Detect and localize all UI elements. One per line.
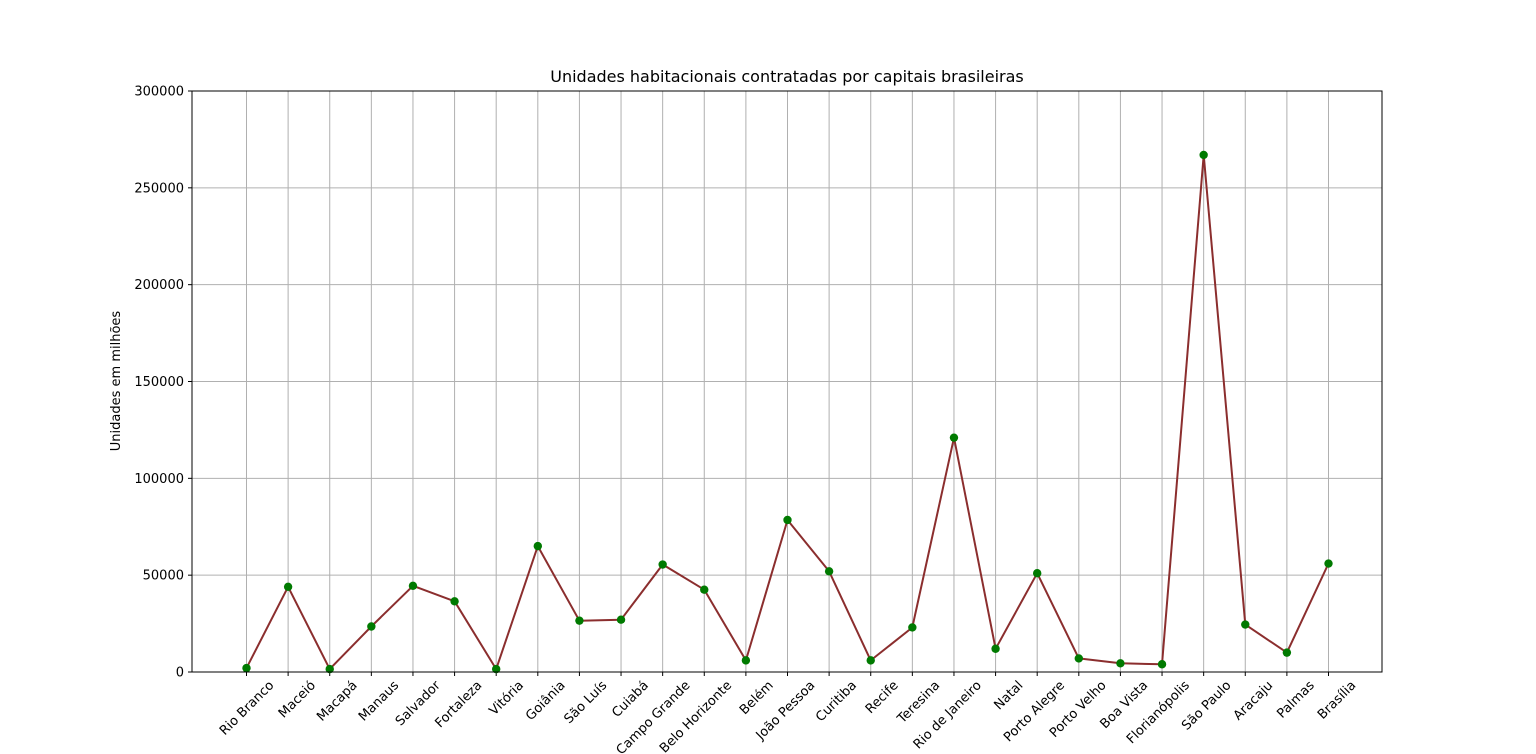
data-series: [242, 150, 1333, 674]
data-point: [1282, 648, 1292, 657]
data-point: [1324, 559, 1333, 568]
y-axis-label: Unidades em milhões: [109, 311, 124, 452]
plot-frame: [191, 90, 1383, 673]
y-tick-label: 0: [176, 666, 184, 681]
y-tick-label: 100000: [134, 472, 184, 487]
data-point: [242, 663, 251, 673]
grid-lines: [192, 90, 1382, 673]
y-tick-label: 50000: [143, 569, 184, 584]
data-point: [575, 616, 584, 625]
data-point: [783, 515, 792, 525]
data-point: [491, 664, 501, 674]
y-tick-label: 150000: [134, 375, 184, 390]
data-point: [450, 597, 459, 606]
data-point: [533, 541, 543, 551]
data-point: [949, 433, 959, 442]
y-axis-ticks: 0 50000 100000 150000 200000 250000 300000: [134, 85, 192, 681]
data-point: [1199, 150, 1208, 160]
data-point: [700, 585, 709, 594]
data-point: [908, 623, 917, 632]
data-point: [1032, 569, 1042, 578]
data-point: [866, 656, 875, 665]
data-point: [1074, 654, 1084, 663]
data-point: [616, 615, 626, 624]
data-point: [283, 582, 293, 591]
y-tick-label: 200000: [134, 278, 184, 293]
data-point: [408, 581, 418, 591]
chart-title: Unidades habitacionais contratadas por c…: [550, 67, 1024, 86]
data-point: [658, 560, 667, 569]
data-point: [991, 644, 1000, 653]
data-point: [1116, 659, 1125, 668]
data-point: [325, 664, 334, 674]
data-point: [824, 567, 834, 576]
data-point: [367, 622, 376, 631]
data-point: [741, 656, 751, 665]
y-tick-label: 300000: [134, 85, 184, 100]
data-point: [1157, 660, 1167, 669]
y-tick-label: 250000: [134, 181, 184, 196]
data-point: [1241, 620, 1250, 629]
